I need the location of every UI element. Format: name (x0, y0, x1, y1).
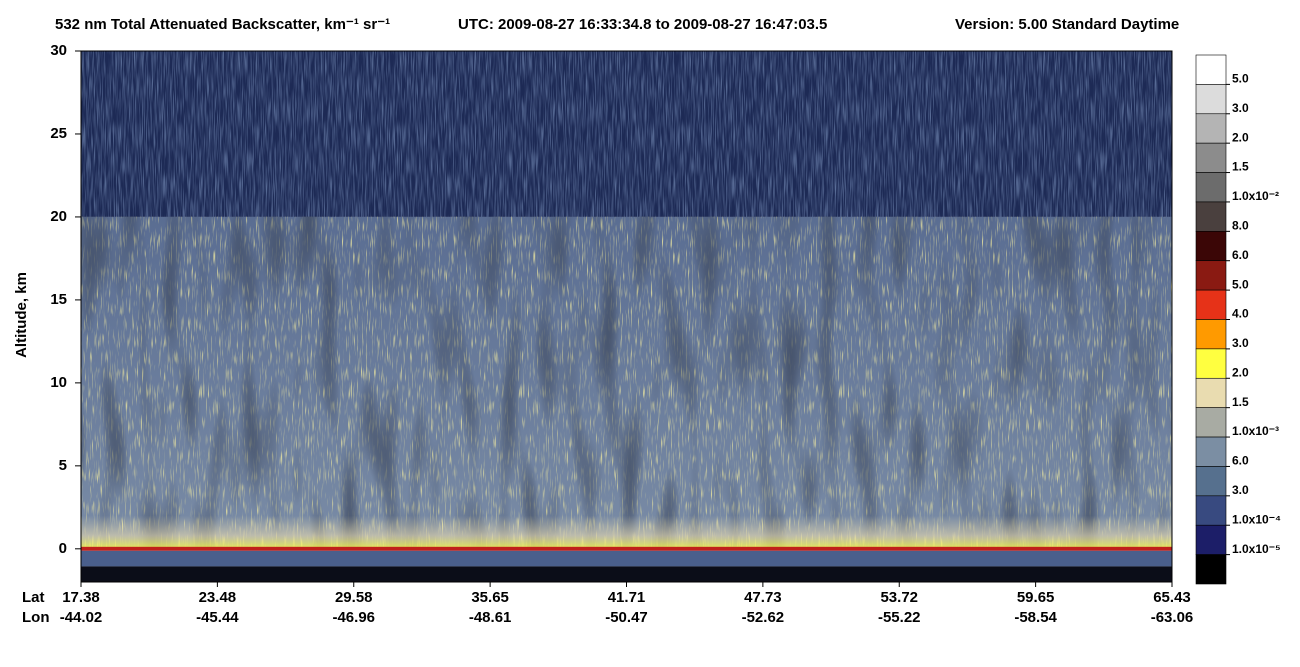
x-row-name: Lon (22, 609, 50, 626)
x-tick-label: 17.38 (62, 589, 100, 606)
chart-title: 532 nm Total Attenuated Backscatter, km⁻… (55, 16, 390, 33)
colorbar-tick-label: 6.0 (1232, 248, 1249, 262)
colorbar-swatch (1195, 495, 1227, 526)
colorbar-tick-label: 2.0 (1232, 130, 1249, 144)
x-tick-label: 23.48 (199, 589, 237, 606)
utc-range: UTC: 2009-08-27 16:33:34.8 to 2009-08-27… (458, 16, 827, 33)
x-tick-label: 59.65 (1017, 589, 1055, 606)
surface (81, 546, 1172, 551)
colorbar-tick-label: 5.0 (1232, 72, 1249, 86)
subsurface-deep (81, 566, 1172, 582)
colorbar-tick-label: 3.0 (1232, 336, 1249, 350)
colorbar-swatch (1195, 231, 1227, 262)
x-tick-label: 47.73 (744, 589, 782, 606)
colorbar-tick-label: 1.0x10⁻⁵ (1232, 542, 1281, 556)
x-tick-label: -50.47 (605, 609, 648, 626)
colorbar-swatch (1195, 142, 1227, 173)
y-tick-label: 25 (50, 125, 67, 142)
colorbar-tick-label: 5.0 (1232, 277, 1249, 291)
x-tick-label: -58.54 (1014, 609, 1057, 626)
colorbar-swatch (1195, 289, 1227, 320)
colorbar-tick-label: 2.0 (1232, 365, 1249, 379)
x-tick-label: -48.61 (469, 609, 512, 626)
x-tick-label: -45.44 (196, 609, 239, 626)
colorbar-swatch (1195, 554, 1227, 585)
colorbar-tick-label: 1.5 (1232, 395, 1249, 409)
version: Version: 5.00 Standard Daytime (955, 16, 1179, 33)
y-tick-label: 5 (59, 457, 67, 474)
colorbar-swatch (1195, 436, 1227, 467)
plot-area (80, 50, 1173, 583)
x-tick-label: -63.06 (1151, 609, 1194, 626)
x-tick-label: 53.72 (880, 589, 918, 606)
x-tick-label: -44.02 (60, 609, 103, 626)
colorbar-swatch (1195, 84, 1227, 115)
x-row-name: Lat (22, 589, 45, 606)
colorbar-tick-label: 3.0 (1232, 483, 1249, 497)
y-tick-label: 10 (50, 374, 67, 391)
x-tick-label: -52.62 (742, 609, 785, 626)
x-tick-label: 35.65 (471, 589, 509, 606)
y-tick-label: 0 (59, 540, 67, 557)
y-axis-label: Altitude, km (13, 272, 30, 358)
colorbar-swatch (1195, 377, 1227, 408)
subsurface (81, 550, 1172, 567)
colorbar-tick-label: 8.0 (1232, 219, 1249, 233)
colorbar-tick-label: 1.0x10⁻³ (1232, 424, 1279, 438)
colorbar-tick-label: 3.0 (1232, 101, 1249, 115)
colorbar-tick-label: 1.0x10⁻⁴ (1232, 512, 1281, 526)
field-lower-dark (81, 216, 1172, 549)
y-tick-label: 15 (50, 291, 67, 308)
colorbar-tick-label: 4.0 (1232, 307, 1249, 321)
colorbar-swatch (1195, 201, 1227, 232)
colorbar-swatch (1195, 319, 1227, 350)
colorbar-tick-label: 1.0x10⁻² (1232, 189, 1279, 203)
x-tick-label: 29.58 (335, 589, 373, 606)
colorbar-swatch (1195, 524, 1227, 555)
colorbar-swatch (1195, 54, 1227, 85)
colorbar-swatch (1195, 113, 1227, 144)
boundary-layer (81, 515, 1172, 549)
x-tick-label: -55.22 (878, 609, 921, 626)
colorbar-swatch (1195, 172, 1227, 203)
colorbar-swatch (1195, 348, 1227, 379)
colorbar-swatch (1195, 260, 1227, 291)
y-tick-label: 20 (50, 208, 67, 225)
colorbar-swatch (1195, 466, 1227, 497)
colorbar-tick-label: 6.0 (1232, 454, 1249, 468)
y-tick-label: 30 (50, 42, 67, 59)
colorbar-tick-label: 1.5 (1232, 160, 1249, 174)
x-tick-label: -46.96 (332, 609, 375, 626)
x-tick-label: 41.71 (608, 589, 646, 606)
field-upper-noise (81, 51, 1172, 217)
x-tick-label: 65.43 (1153, 589, 1191, 606)
colorbar-swatch (1195, 407, 1227, 438)
